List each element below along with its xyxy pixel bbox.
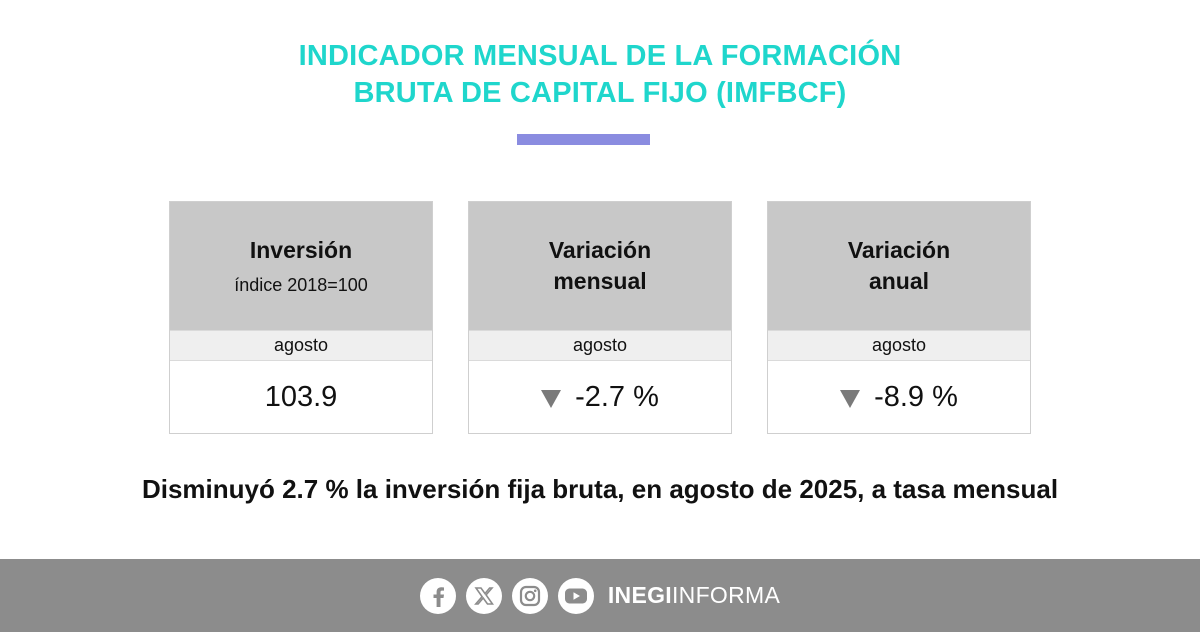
card-title-line-2: mensual	[553, 268, 647, 294]
card-value: -8.9 %	[768, 361, 1030, 433]
instagram-icon[interactable]	[511, 577, 548, 614]
card-title-line-1: Variación	[548, 237, 652, 263]
title-line-2: BRUTA DE CAPITAL FIJO (IMFBCF)	[353, 77, 847, 109]
card-header: Variación anual	[768, 202, 1030, 330]
headline: Disminuyó 2.7 % la inversión fija bruta,…	[141, 474, 1059, 504]
card-value: -2.7 %	[469, 361, 731, 433]
value-text: -2.7 %	[575, 380, 659, 413]
facebook-icon[interactable]	[419, 577, 456, 614]
card-header: Variación mensual	[469, 202, 731, 330]
page-title: INDICADOR MENSUAL DE LA FORMACIÓN BRUTA …	[0, 38, 1200, 112]
value-text: -8.9 %	[874, 380, 958, 413]
brand-logo: INEGI INFORMA	[608, 582, 780, 609]
brand-bold: INEGI	[607, 582, 672, 608]
down-triangle-icon	[840, 390, 861, 408]
title-line-1: INDICADOR MENSUAL DE LA FORMACIÓN	[298, 40, 902, 72]
card-variacion-anual: Variación anual agosto -8.9 %	[767, 201, 1031, 434]
brand-light: INFORMA	[671, 582, 781, 608]
card-inversion: Inversión índice 2018=100 agosto 103.9	[169, 201, 433, 434]
card-period: agosto	[469, 330, 731, 361]
card-title: Inversión	[249, 236, 353, 263]
social-links: INEGI INFORMA	[419, 577, 780, 614]
card-header: Inversión índice 2018=100	[170, 202, 432, 330]
card-period: agosto	[170, 330, 432, 361]
card-subtitle: índice 2018=100	[234, 274, 368, 295]
down-triangle-icon	[541, 390, 562, 408]
card-value: 103.9	[170, 361, 432, 433]
footer-bar: INEGI INFORMA	[0, 559, 1200, 632]
card-title-line-2: anual	[868, 268, 930, 294]
youtube-icon[interactable]	[557, 577, 594, 614]
accent-divider	[517, 134, 650, 145]
card-variacion-mensual: Variación mensual agosto -2.7 %	[468, 201, 732, 434]
card-period: agosto	[768, 330, 1030, 361]
card-title-line-1: Variación	[847, 237, 951, 263]
x-icon[interactable]	[465, 577, 502, 614]
value-text: 103.9	[264, 380, 338, 413]
